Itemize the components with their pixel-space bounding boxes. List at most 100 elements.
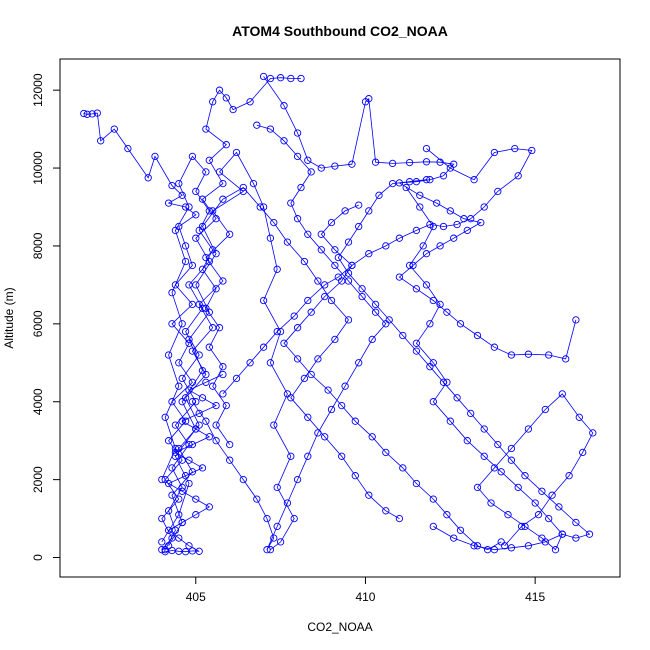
data-point xyxy=(534,511,543,519)
data-point xyxy=(188,378,197,386)
x-axis-label: CO2_NOAA xyxy=(307,620,372,634)
data-point xyxy=(412,339,421,347)
data-point xyxy=(541,405,549,414)
data-point xyxy=(572,534,580,542)
data-point xyxy=(402,183,410,192)
data-point xyxy=(171,452,180,460)
y-tick: 0 xyxy=(31,554,60,561)
data-point xyxy=(395,273,404,281)
data-point xyxy=(344,238,353,246)
data-point xyxy=(205,503,213,511)
y-tick-label: 8000 xyxy=(31,232,45,259)
data-point xyxy=(317,164,325,172)
data-point xyxy=(209,246,217,254)
data-point xyxy=(562,355,570,363)
data-point xyxy=(382,448,390,457)
data-point xyxy=(158,514,166,523)
data-point xyxy=(209,207,217,215)
data-point xyxy=(453,220,461,229)
data-point xyxy=(192,211,200,219)
data-point xyxy=(209,382,217,390)
data-point xyxy=(314,277,322,285)
data-point xyxy=(331,246,339,254)
data-point xyxy=(579,448,587,457)
data-point xyxy=(97,137,105,145)
data-point xyxy=(185,440,193,449)
data-point xyxy=(263,514,271,523)
y-tick: 4000 xyxy=(31,388,60,415)
data-point xyxy=(490,464,499,472)
series-line-7 xyxy=(405,187,594,551)
data-point xyxy=(477,218,485,227)
data-point xyxy=(456,320,465,328)
data-point xyxy=(259,296,268,305)
y-tick: 10000 xyxy=(31,151,60,185)
data-point xyxy=(93,109,101,117)
data-point xyxy=(175,179,183,188)
data-point xyxy=(175,534,183,542)
data-point xyxy=(524,425,533,433)
data-point xyxy=(419,242,427,250)
data-point xyxy=(405,178,414,186)
data-point xyxy=(226,230,234,238)
data-point xyxy=(524,542,533,550)
data-point xyxy=(348,160,356,168)
data-point xyxy=(195,409,203,418)
data-point xyxy=(348,261,356,270)
data-point xyxy=(338,452,346,460)
data-point xyxy=(198,394,207,402)
data-point xyxy=(307,370,315,379)
y-tick-label: 6000 xyxy=(31,310,45,337)
series-line-4 xyxy=(161,186,400,543)
data-point xyxy=(168,398,176,406)
data-point xyxy=(321,292,329,301)
data-point xyxy=(219,179,227,188)
data-point xyxy=(429,522,437,531)
data-point xyxy=(453,394,461,402)
data-point xyxy=(192,187,200,196)
data-point xyxy=(178,417,186,425)
data-point xyxy=(572,518,580,527)
data-point xyxy=(304,156,312,164)
data-point xyxy=(450,234,458,242)
series-lines xyxy=(83,76,594,553)
data-point xyxy=(480,452,488,460)
data-point xyxy=(293,215,302,223)
data-point xyxy=(192,281,200,289)
data-point xyxy=(304,230,312,238)
series-line-5 xyxy=(263,76,577,360)
data-point xyxy=(480,425,488,433)
data-point xyxy=(178,374,186,383)
data-point xyxy=(205,156,213,164)
data-point xyxy=(371,300,380,309)
data-point xyxy=(385,316,393,324)
data-point xyxy=(443,378,451,386)
x-axis: 405 410 415 xyxy=(186,576,545,604)
y-tick: 6000 xyxy=(31,310,60,337)
data-point xyxy=(178,483,186,492)
x-tick-label: 415 xyxy=(525,590,545,604)
data-point xyxy=(202,417,210,425)
data-point xyxy=(463,437,471,445)
data-point xyxy=(395,234,404,242)
x-tick-label: 405 xyxy=(186,590,206,604)
series-points xyxy=(80,72,597,556)
data-point xyxy=(443,308,451,316)
series-line-3 xyxy=(168,151,295,551)
data-point xyxy=(239,187,247,196)
data-point xyxy=(324,386,332,394)
data-point xyxy=(222,94,230,102)
data-point xyxy=(426,176,434,184)
data-point xyxy=(344,316,353,324)
data-point xyxy=(287,452,295,460)
data-point xyxy=(412,347,421,355)
data-point xyxy=(426,320,434,328)
series-line-12 xyxy=(165,374,224,553)
data-point xyxy=(259,72,268,81)
data-point xyxy=(239,183,247,192)
data-point xyxy=(463,226,471,235)
data-point xyxy=(283,499,292,507)
data-point xyxy=(232,148,241,157)
y-tick: 8000 xyxy=(31,232,60,259)
data-point xyxy=(368,433,376,441)
